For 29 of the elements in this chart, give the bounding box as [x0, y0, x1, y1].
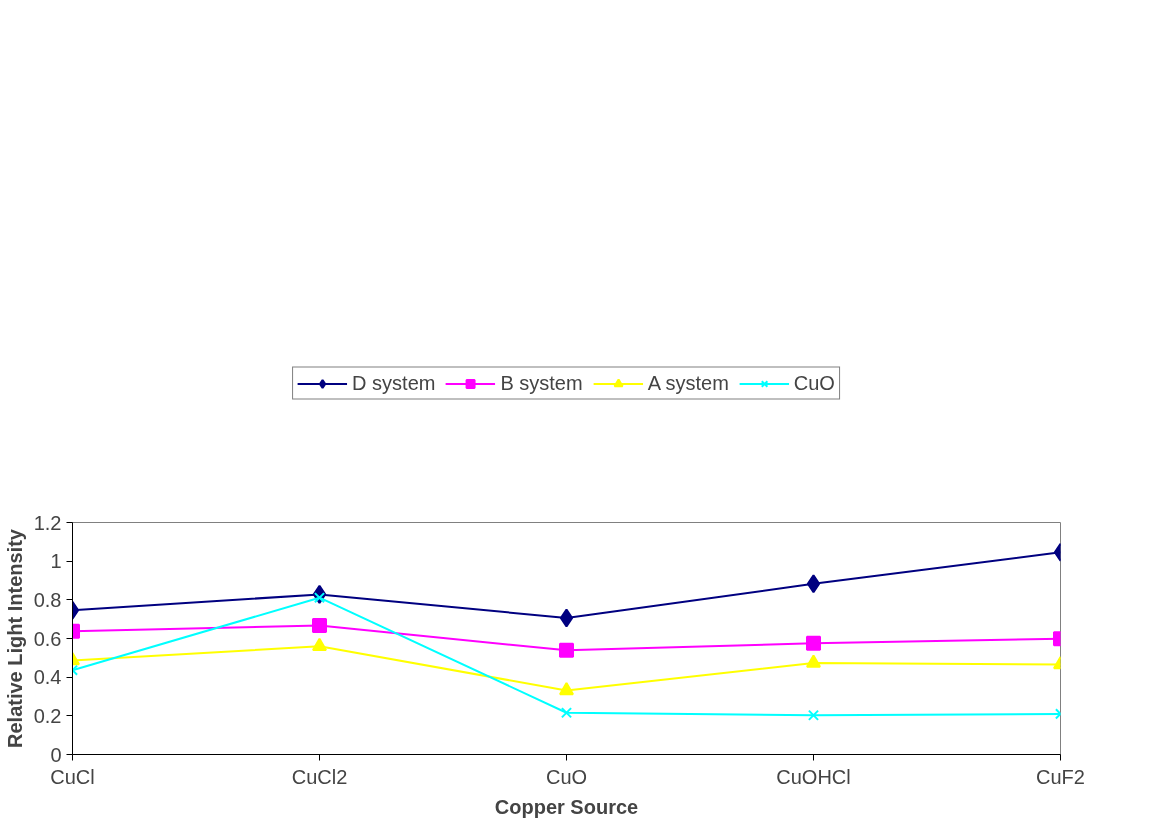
- x-tick-label: CuO: [545, 765, 588, 788]
- legend-label: A system: [647, 371, 729, 395]
- y-tick-label: 0.2: [33, 704, 62, 727]
- point: [312, 618, 327, 634]
- y-tick-label: 0: [50, 743, 62, 766]
- point: [559, 642, 574, 658]
- legend-label: CuO: [793, 371, 835, 395]
- y-axis-title: Relative Light Intensity: [3, 528, 26, 748]
- y-tick-label: 1: [50, 550, 62, 573]
- x-axis-title: Copper Source: [494, 795, 639, 818]
- point: [559, 682, 574, 696]
- x-tick-label: CuOHCl: [776, 765, 851, 788]
- point: [806, 654, 821, 668]
- legend-label: B system: [500, 371, 583, 395]
- point: [559, 608, 574, 628]
- y-tick-label: 1.2: [33, 511, 62, 534]
- point: [313, 592, 326, 604]
- point: [312, 637, 327, 651]
- x-tick-label: CuCl: [50, 765, 95, 788]
- x-tick-label: CuF2: [1036, 765, 1085, 788]
- point: [560, 707, 573, 719]
- point: [806, 574, 821, 594]
- y-tick-label: 0.6: [33, 627, 62, 650]
- y-tick-label: 0.8: [33, 588, 62, 611]
- legend-label: D system: [352, 371, 436, 395]
- x-tick-label: CuCl2: [291, 765, 348, 788]
- y-tick-label: 0.4: [33, 666, 62, 689]
- point: [807, 709, 820, 721]
- point: [806, 635, 821, 651]
